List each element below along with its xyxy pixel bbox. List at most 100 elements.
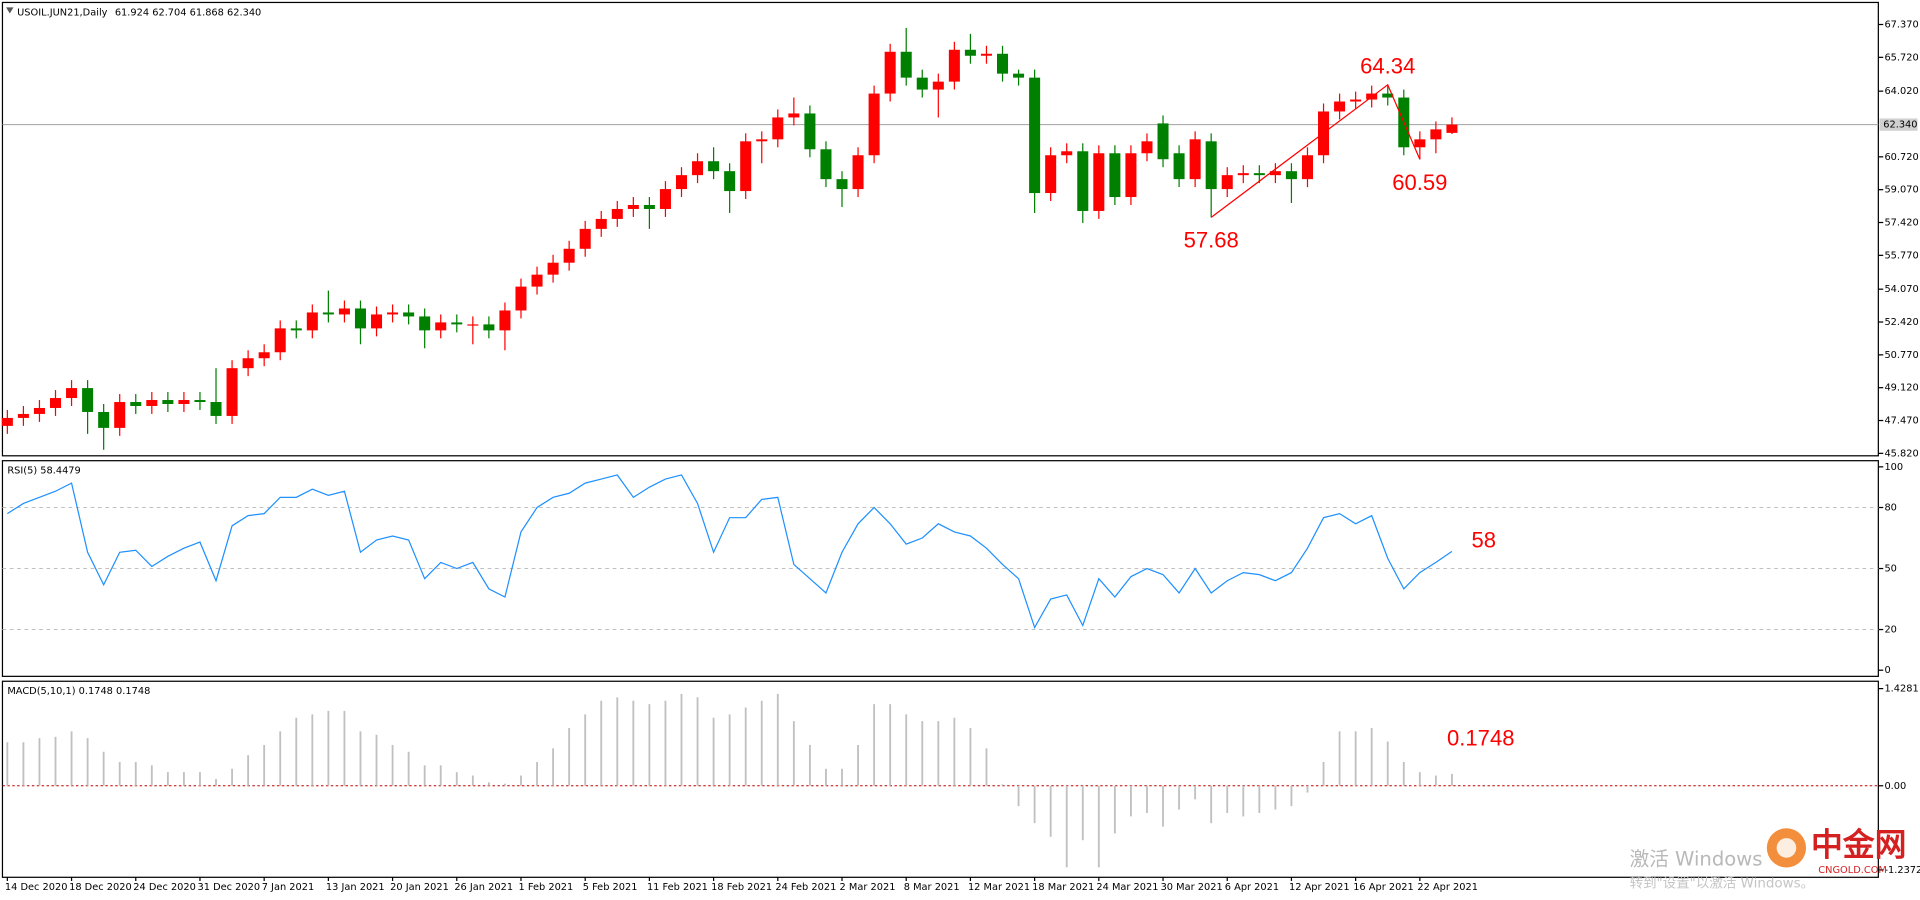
y-tick-label: 0.00 — [1884, 781, 1906, 792]
candle-body — [1446, 124, 1458, 133]
x-tick-label: 18 Dec 2020 — [69, 882, 132, 893]
candle-body — [1189, 139, 1201, 180]
y-tick-label: 20 — [1884, 625, 1896, 636]
candle-body — [820, 149, 832, 180]
candle-body — [130, 402, 142, 406]
candle-body — [1125, 153, 1137, 198]
y-tick-label: 59.070 — [1884, 185, 1918, 196]
annotation: 58 — [1472, 527, 1497, 552]
x-tick-label: 30 Mar 2021 — [1161, 882, 1223, 893]
y-tick-label: 100 — [1884, 462, 1903, 473]
logo-site: CNGOLD.COM — [1818, 865, 1887, 876]
x-tick-label: 24 Feb 2021 — [775, 882, 836, 893]
candle-body — [724, 171, 736, 192]
candle-body — [178, 400, 190, 404]
candle-body — [1269, 171, 1281, 176]
candle-body — [563, 248, 575, 263]
candle-body — [66, 388, 78, 399]
candle-body — [210, 402, 222, 416]
candle-body — [290, 328, 302, 331]
candle-body — [451, 322, 463, 325]
current-price-label: 62.340 — [1883, 120, 1917, 131]
candle-body — [387, 312, 399, 315]
x-tick-label: 12 Mar 2021 — [968, 882, 1030, 893]
y-tick-label: 47.470 — [1884, 416, 1918, 427]
y-tick-label: 49.120 — [1884, 383, 1918, 394]
candle-body — [226, 368, 238, 416]
candle-body — [354, 308, 366, 329]
annotation: 64.34 — [1360, 53, 1415, 78]
candle-body — [33, 407, 45, 414]
x-tick-label: 7 Jan 2021 — [262, 882, 314, 893]
x-tick-label: 20 Jan 2021 — [390, 882, 449, 893]
x-tick-label: 2 Mar 2021 — [840, 882, 896, 893]
candle-body — [611, 208, 623, 219]
candle-body — [49, 398, 62, 408]
y-tick-label: 57.420 — [1884, 218, 1918, 229]
candle-body — [17, 413, 29, 418]
candle-body — [1205, 141, 1217, 190]
y-tick-label: 65.720 — [1884, 52, 1918, 63]
y-tick-label: 64.020 — [1884, 86, 1918, 97]
candle-body — [547, 262, 559, 275]
y-tick-label: 80 — [1884, 503, 1896, 514]
x-tick-label: 1 Feb 2021 — [519, 882, 574, 893]
candle-body — [852, 155, 864, 190]
x-tick-label: 22 Apr 2021 — [1417, 882, 1478, 893]
candle-body — [499, 310, 511, 331]
x-tick-label: 24 Dec 2020 — [133, 882, 196, 893]
candle-body — [1157, 123, 1169, 160]
x-tick-label: 14 Dec 2020 — [5, 882, 68, 893]
panel-title: RSI(5) 58.4479 — [7, 466, 80, 477]
candle-body — [1029, 77, 1041, 194]
candle-body — [836, 179, 848, 190]
candle-body — [692, 161, 704, 176]
panel-subtitle: 61.924 62.704 61.868 62.340 — [115, 7, 261, 18]
candle-body — [595, 218, 607, 229]
candle-body — [82, 388, 94, 412]
candle-body — [1237, 173, 1249, 176]
candle-body — [868, 93, 880, 156]
candle-body — [740, 141, 752, 192]
candle-body — [997, 53, 1009, 74]
candle-body — [1013, 73, 1025, 78]
candle-body — [1430, 129, 1442, 140]
candle-body — [1109, 153, 1121, 198]
y-tick-label: 55.770 — [1884, 250, 1918, 261]
x-tick-label: 24 Mar 2021 — [1096, 882, 1158, 893]
logo-icon-inner — [1776, 838, 1797, 858]
candle-body — [1173, 153, 1185, 180]
trend-line — [1210, 83, 1421, 218]
candle-body — [435, 322, 447, 331]
x-tick-label: 11 Feb 2021 — [647, 882, 708, 893]
y-tick-label: 67.370 — [1884, 20, 1918, 31]
candle-body — [338, 308, 350, 315]
watermark-hint: 转到"设置"以激活 Windows。 — [1630, 875, 1815, 891]
current-price-box — [1879, 118, 1918, 131]
rsi-line — [7, 474, 1453, 630]
candle-body — [932, 81, 944, 90]
candle-body — [804, 113, 816, 150]
candle-body — [146, 400, 158, 406]
candle-body — [515, 286, 527, 311]
y-tick-label: 45.820 — [1884, 448, 1918, 459]
candle-body — [1093, 153, 1105, 211]
candle-body — [114, 402, 126, 428]
candle-body — [884, 51, 896, 94]
candle-body — [371, 314, 383, 329]
candle-body — [258, 352, 270, 359]
y-tick-label: 60.720 — [1884, 152, 1918, 163]
x-tick-label: 8 Mar 2021 — [904, 882, 960, 893]
candle-body — [1061, 151, 1073, 156]
y-tick-label: -1.2372 — [1884, 865, 1920, 876]
y-tick-label: 52.420 — [1884, 317, 1918, 328]
symbol-icon — [6, 7, 14, 14]
candle-body — [627, 204, 639, 209]
candle-body — [948, 49, 960, 82]
annotation: 57.68 — [1184, 228, 1239, 253]
candle-body — [1382, 93, 1394, 98]
candle-body — [980, 53, 992, 56]
candle-body — [756, 139, 768, 142]
